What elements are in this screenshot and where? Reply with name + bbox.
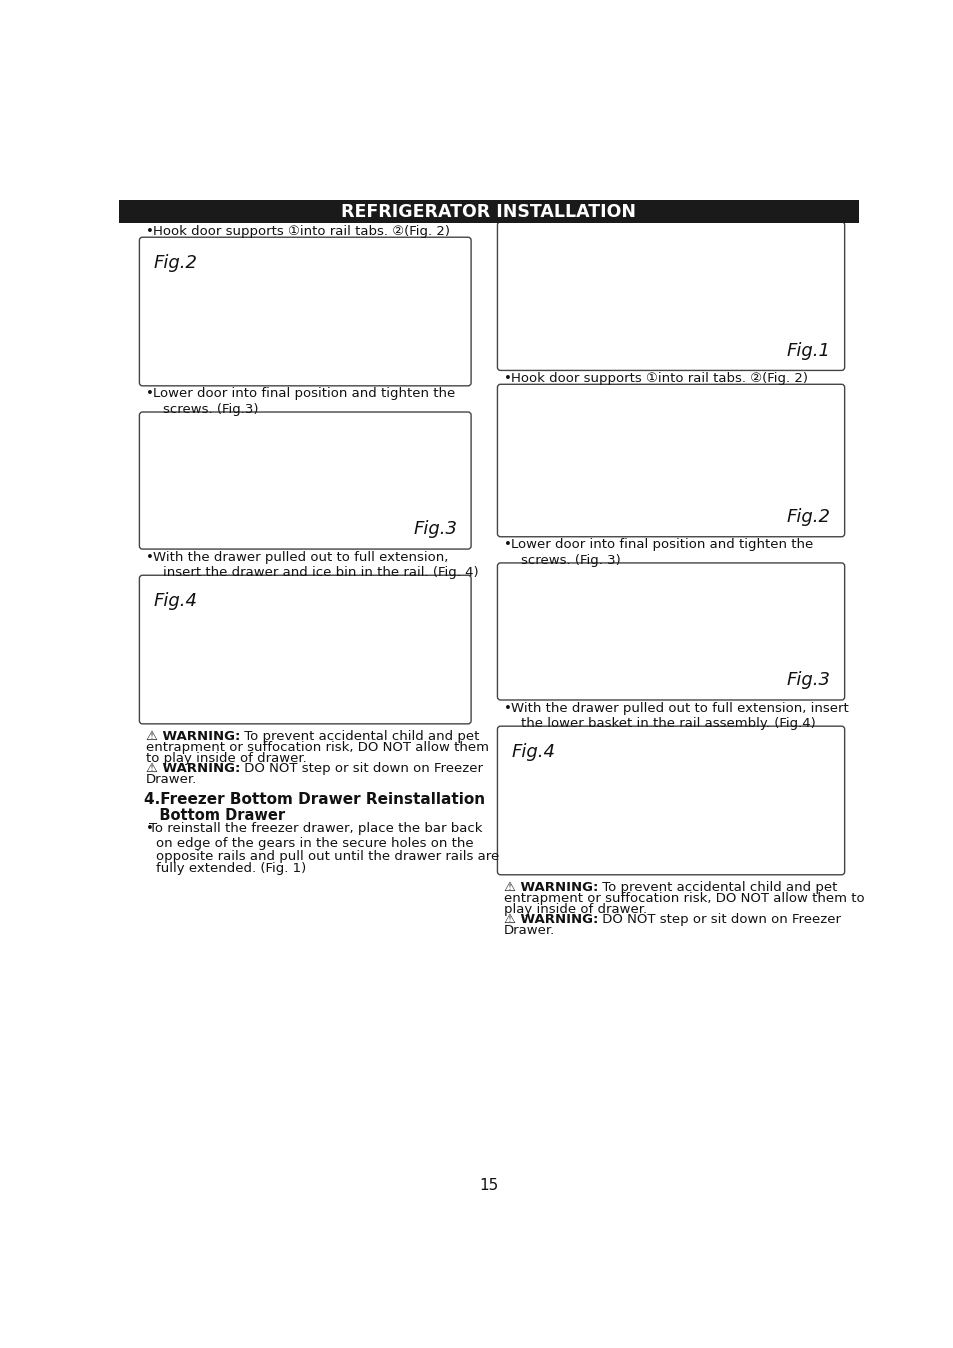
- Text: Fig.3: Fig.3: [786, 671, 830, 689]
- Text: on edge of the gears in the secure holes on the: on edge of the gears in the secure holes…: [156, 837, 474, 851]
- Text: Bottom Drawer: Bottom Drawer: [144, 807, 285, 822]
- Text: DO NOT step or sit down on Freezer: DO NOT step or sit down on Freezer: [598, 914, 841, 926]
- Text: Fig.1: Fig.1: [786, 341, 830, 360]
- Text: entrapment or suffocation risk, DO NOT allow them: entrapment or suffocation risk, DO NOT a…: [146, 741, 488, 754]
- Text: insert the drawer and ice bin in the rail. (Fig. 4): insert the drawer and ice bin in the rai…: [162, 566, 477, 580]
- Text: •: •: [503, 538, 511, 551]
- Text: entrapment or suffocation risk, DO NOT allow them to: entrapment or suffocation risk, DO NOT a…: [503, 892, 863, 905]
- Text: To reinstall the freezer drawer, place the bar back: To reinstall the freezer drawer, place t…: [149, 822, 481, 834]
- Text: opposite rails and pull out until the drawer rails are: opposite rails and pull out until the dr…: [156, 849, 499, 863]
- FancyBboxPatch shape: [497, 563, 843, 700]
- FancyBboxPatch shape: [497, 222, 843, 371]
- Text: •: •: [146, 387, 153, 400]
- Text: Fig.3: Fig.3: [413, 520, 456, 538]
- Text: •: •: [146, 550, 153, 563]
- Text: ⚠ WARNING:: ⚠ WARNING:: [146, 731, 240, 743]
- Text: screws. (Fig. 3): screws. (Fig. 3): [520, 554, 619, 566]
- Text: 15: 15: [478, 1178, 498, 1193]
- FancyBboxPatch shape: [139, 576, 471, 724]
- FancyBboxPatch shape: [497, 384, 843, 537]
- Text: the lower basket in the rail assembly. (Fig.4): the lower basket in the rail assembly. (…: [520, 717, 815, 729]
- Text: ⚠ WARNING:: ⚠ WARNING:: [503, 914, 598, 926]
- Text: Hook door supports ①into rail tabs. ②(Fig. 2): Hook door supports ①into rail tabs. ②(Fi…: [511, 372, 807, 386]
- Bar: [119, 201, 858, 224]
- Text: Drawer.: Drawer.: [146, 774, 196, 786]
- Text: •: •: [503, 372, 511, 386]
- Text: With the drawer pulled out to full extension,: With the drawer pulled out to full exten…: [153, 550, 448, 563]
- Text: ⚠ WARNING:: ⚠ WARNING:: [146, 763, 240, 775]
- Text: Fig.4: Fig.4: [153, 592, 197, 611]
- Text: play inside of drawer.: play inside of drawer.: [503, 903, 646, 915]
- Text: •: •: [146, 822, 153, 834]
- Text: fully extended. (Fig. 1): fully extended. (Fig. 1): [156, 863, 306, 875]
- FancyBboxPatch shape: [139, 412, 471, 549]
- Text: •: •: [503, 701, 511, 714]
- Text: •: •: [146, 225, 153, 237]
- Text: With the drawer pulled out to full extension, insert: With the drawer pulled out to full exten…: [511, 701, 848, 714]
- Text: screws. (Fig.3): screws. (Fig.3): [162, 403, 258, 415]
- FancyBboxPatch shape: [497, 727, 843, 875]
- Text: REFRIGERATOR INSTALLATION: REFRIGERATOR INSTALLATION: [341, 202, 636, 221]
- Text: Drawer.: Drawer.: [503, 925, 555, 937]
- Text: to play inside of drawer.: to play inside of drawer.: [146, 752, 306, 764]
- Text: Fig.4: Fig.4: [511, 743, 555, 762]
- Text: To prevent accidental child and pet: To prevent accidental child and pet: [240, 731, 478, 743]
- Text: To prevent accidental child and pet: To prevent accidental child and pet: [598, 882, 837, 894]
- Text: Lower door into final position and tighten the: Lower door into final position and tight…: [511, 538, 813, 551]
- Text: DO NOT step or sit down on Freezer: DO NOT step or sit down on Freezer: [240, 763, 482, 775]
- Text: Fig.2: Fig.2: [786, 508, 830, 526]
- Text: ⚠ WARNING:: ⚠ WARNING:: [503, 882, 598, 894]
- Text: Fig.2: Fig.2: [153, 255, 197, 272]
- Text: Hook door supports ①into rail tabs. ②(Fig. 2): Hook door supports ①into rail tabs. ②(Fi…: [153, 225, 450, 237]
- Text: 4.Freezer Bottom Drawer Reinstallation: 4.Freezer Bottom Drawer Reinstallation: [144, 791, 485, 806]
- Text: Lower door into final position and tighten the: Lower door into final position and tight…: [153, 387, 456, 400]
- FancyBboxPatch shape: [139, 237, 471, 386]
